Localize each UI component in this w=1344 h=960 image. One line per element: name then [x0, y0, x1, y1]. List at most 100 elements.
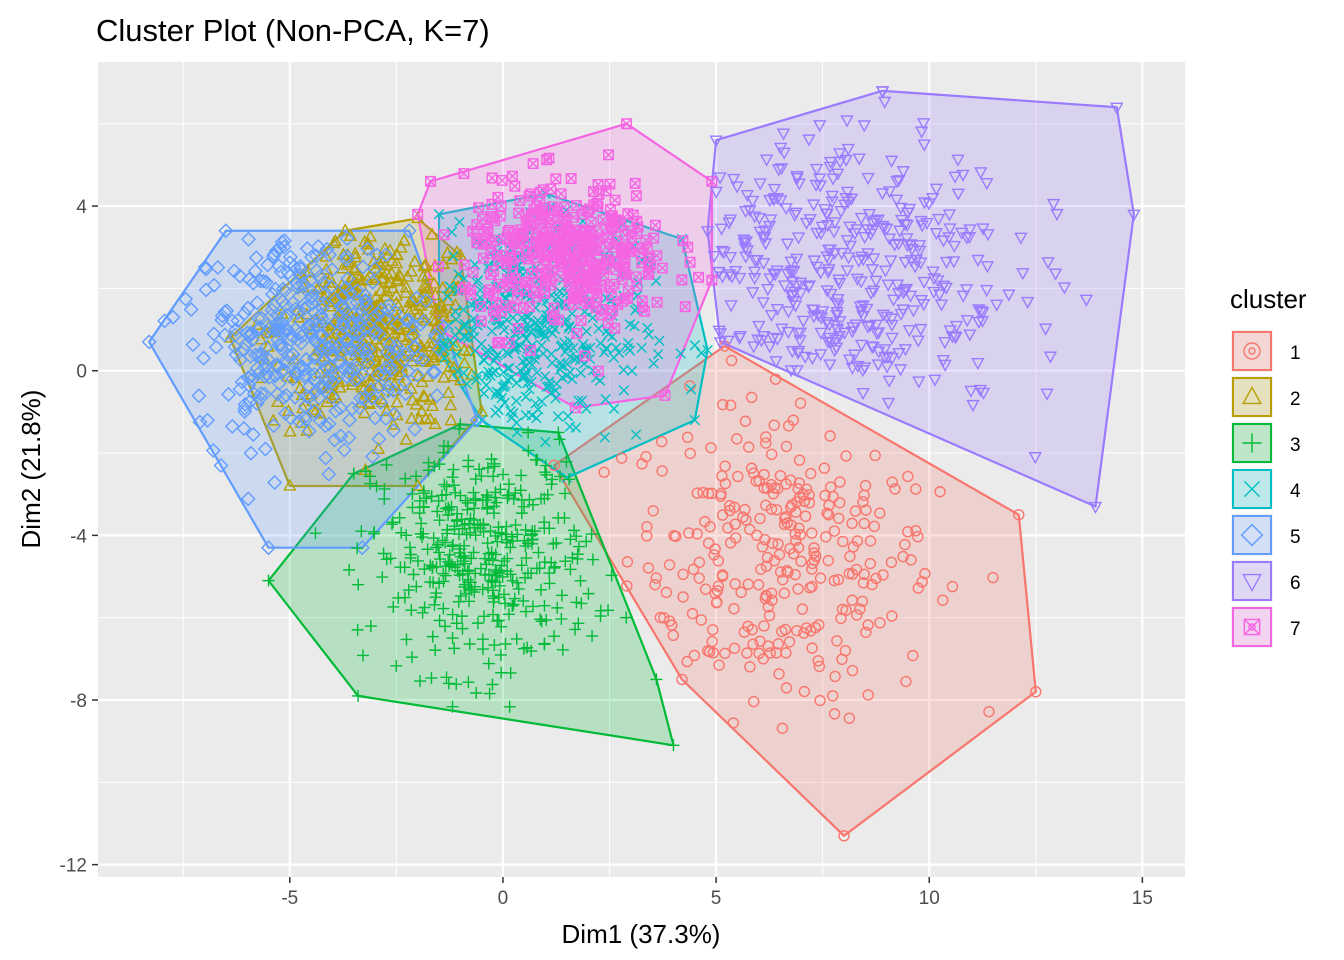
cluster-3-point	[560, 455, 573, 468]
cluster-3-point	[422, 464, 435, 477]
cluster-1-point	[656, 435, 668, 448]
cluster-3-point	[515, 469, 528, 482]
cluster-5-point	[237, 305, 253, 321]
cluster-5-point	[243, 445, 259, 461]
cluster-1-point	[707, 624, 719, 636]
cluster-1-point	[792, 483, 804, 495]
cluster-6-point	[914, 126, 929, 139]
cluster-3-point	[400, 633, 413, 646]
cluster-3-point	[469, 529, 482, 542]
cluster-5-point	[401, 312, 417, 328]
cluster-6-point	[856, 310, 870, 323]
cluster-6-point	[813, 180, 828, 193]
x-tick-label: 10	[919, 888, 940, 909]
cluster-7-point	[636, 295, 648, 307]
cluster-7-point	[706, 274, 718, 286]
cluster-4-point	[481, 370, 492, 381]
cluster-3-point	[490, 569, 503, 582]
cluster-2-point	[412, 412, 426, 425]
cluster-3-point	[415, 517, 428, 530]
cluster-3-point	[458, 539, 471, 552]
cluster-2-point	[427, 350, 441, 363]
cluster-5-point	[232, 381, 248, 397]
cluster-1-point	[806, 580, 818, 593]
legend-key-bg	[1231, 560, 1273, 602]
legend-key-bg	[1231, 376, 1273, 418]
cluster-7-point	[565, 173, 577, 184]
cluster-6-point	[1016, 268, 1030, 281]
cluster-1-point	[799, 510, 812, 522]
cluster-3-point	[450, 617, 463, 630]
cluster-7-point	[484, 210, 496, 222]
cluster-5-point	[261, 540, 276, 556]
cluster-6-point	[791, 232, 806, 245]
cluster-7-point	[576, 208, 588, 220]
cluster-2-point	[474, 404, 489, 417]
cluster-5-point	[321, 321, 337, 337]
cluster-4-point	[504, 362, 515, 374]
cluster-6-point	[928, 374, 942, 387]
cluster-6-point	[821, 244, 836, 257]
cluster-1-point	[813, 619, 825, 631]
cluster-1-point	[747, 638, 759, 650]
cluster-6-point	[815, 221, 829, 234]
cluster-3-point	[492, 521, 505, 534]
cluster-5-point	[251, 347, 267, 363]
cluster-4-point	[600, 394, 611, 405]
cluster-7-point	[682, 241, 694, 253]
cluster-6-point	[845, 326, 859, 339]
cluster-6-point	[766, 332, 780, 345]
cluster-7-point	[676, 274, 688, 286]
cluster-7-point	[588, 186, 599, 197]
cluster-5-point	[284, 346, 300, 362]
cluster-6-point	[743, 205, 757, 218]
cluster-6-point	[837, 327, 852, 340]
cluster-6-point	[747, 211, 762, 224]
cluster-6-point	[932, 289, 947, 302]
y-tick-label: 4	[76, 197, 87, 218]
cluster-5-point	[243, 348, 259, 364]
cluster-4-point	[581, 326, 592, 337]
cluster-6-point	[757, 231, 771, 244]
chart-title: Cluster Plot (Non-PCA, K=7)	[96, 13, 490, 48]
cluster-6-point	[856, 300, 870, 313]
cluster-2-point	[371, 441, 386, 454]
cluster-5-point	[413, 316, 429, 332]
cluster-6-point	[956, 290, 970, 303]
cluster-6-point	[886, 294, 901, 307]
cluster-3-point	[526, 600, 539, 613]
cluster-1-point	[780, 682, 793, 694]
cluster-4-point	[483, 345, 494, 356]
cluster-4-point	[702, 344, 713, 356]
cluster-1-point	[777, 573, 789, 586]
cluster-5-point	[397, 346, 413, 362]
cluster-7-point	[604, 178, 616, 190]
cluster-3-point	[368, 525, 381, 538]
cluster-6-point	[857, 120, 871, 133]
cluster-4-point	[502, 348, 514, 359]
cluster-4-point	[541, 381, 553, 393]
cluster-7-point	[659, 389, 671, 401]
cluster-3-point	[484, 525, 497, 538]
cluster-1-point	[663, 615, 676, 627]
cluster-1-point	[1013, 509, 1025, 521]
cluster-3-point	[502, 478, 515, 491]
legend-key-fill	[1232, 331, 1272, 371]
cluster-6-point	[784, 256, 798, 269]
cluster-1-point	[780, 440, 793, 453]
cluster-1-point	[851, 535, 864, 547]
cluster-1-point	[934, 486, 946, 498]
cluster-7-point	[602, 254, 614, 266]
cluster-6-point	[846, 322, 860, 335]
cluster-2-point	[379, 327, 393, 340]
cluster-7-point	[639, 305, 650, 317]
cluster-3-point	[511, 528, 524, 541]
cluster-7-point	[565, 281, 577, 293]
cluster-4-point	[520, 409, 532, 421]
cluster-6-point	[713, 172, 727, 185]
cluster-7-point	[473, 202, 485, 214]
cluster-1-point	[843, 712, 856, 724]
cluster-1-point	[681, 655, 693, 668]
cluster-1-point	[812, 655, 824, 667]
cluster-3-point	[487, 595, 500, 608]
